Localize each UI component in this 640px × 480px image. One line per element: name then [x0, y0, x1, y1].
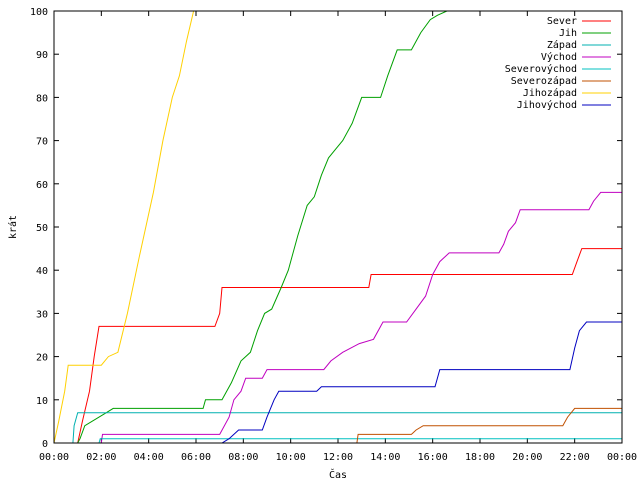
y-tick-label: 0: [42, 439, 48, 450]
x-tick-label: 08:00: [228, 452, 258, 463]
series-line-jih: [54, 10, 622, 444]
x-tick-label: 10:00: [276, 452, 306, 463]
legend-label: Východ: [541, 51, 577, 63]
legend-label: Sever: [547, 16, 577, 27]
legend-label: Jihovýchod: [517, 99, 577, 111]
y-tick-label: 20: [36, 353, 48, 364]
x-tick-label: 02:00: [86, 452, 116, 463]
x-tick-label: 12:00: [323, 452, 353, 463]
legend-label: Jihozápad: [523, 87, 577, 99]
legend-label: Severozápad: [511, 75, 577, 87]
x-axis-label: Čas: [329, 468, 347, 480]
y-tick-label: 90: [36, 50, 48, 61]
y-tick-label: 40: [36, 266, 48, 277]
y-tick-label: 50: [36, 223, 48, 234]
y-tick-label: 80: [36, 93, 48, 104]
x-tick-label: 06:00: [181, 452, 211, 463]
legend-label: Západ: [547, 39, 577, 51]
y-tick-label: 100: [30, 7, 48, 18]
x-tick-label: 04:00: [134, 452, 164, 463]
x-tick-label: 16:00: [418, 452, 448, 463]
y-tick-label: 70: [36, 137, 48, 148]
legend-label: Severovýchod: [505, 63, 577, 75]
x-tick-label: 22:00: [560, 452, 590, 463]
series-line-východ: [54, 191, 622, 444]
x-tick-label: 00:00: [607, 452, 637, 463]
x-tick-label: 14:00: [370, 452, 400, 463]
y-tick-label: 10: [36, 396, 48, 407]
series-line-jihozápad: [53, 10, 195, 444]
x-tick-label: 18:00: [465, 452, 495, 463]
series-line-jihovýchod: [54, 321, 622, 444]
y-tick-label: 60: [36, 180, 48, 191]
y-axis-label: krát: [7, 215, 19, 239]
x-tick-label: 00:00: [39, 452, 69, 463]
series-line-severozápad: [54, 407, 622, 444]
x-tick-label: 20:00: [512, 452, 542, 463]
series-line-sever: [54, 248, 622, 444]
y-tick-label: 30: [36, 309, 48, 320]
plot-frame: [53, 10, 623, 444]
legend-label: Jih: [559, 28, 577, 39]
